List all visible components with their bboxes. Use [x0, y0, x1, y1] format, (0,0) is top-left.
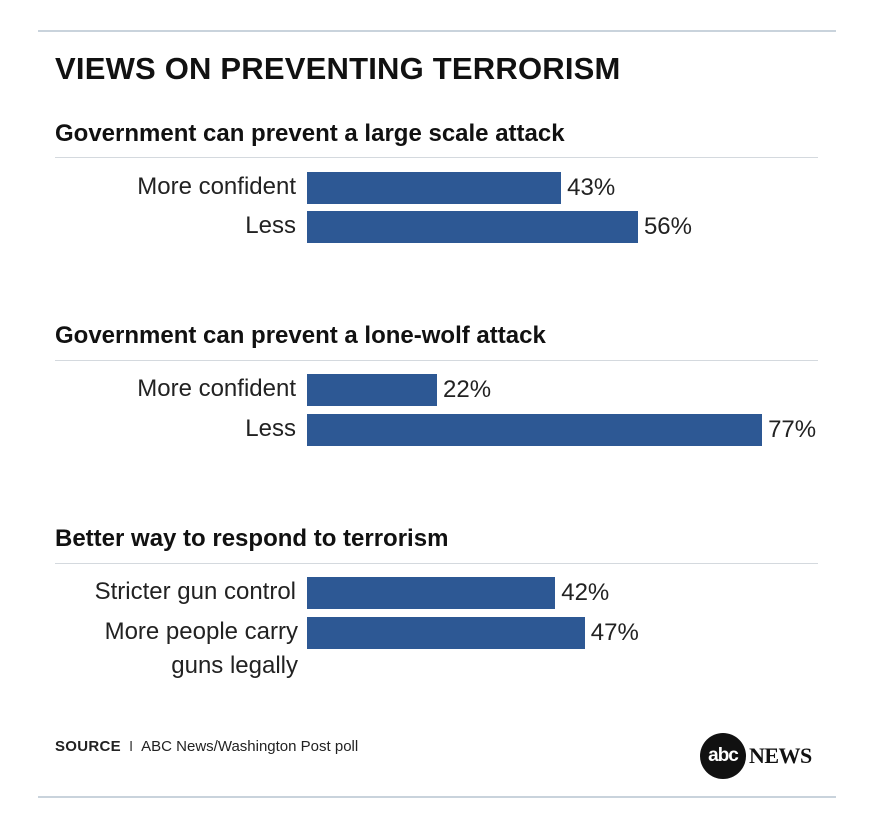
- bar-label-less-large: Less: [245, 212, 296, 239]
- source-note: SOURCE I ABC News/Washington Post poll: [55, 738, 358, 755]
- bar-more-confident-large: [307, 172, 562, 204]
- group-title-large-scale-attack: Government can prevent a large scale att…: [55, 120, 565, 147]
- data-label-more-confident-large: 43%: [567, 174, 616, 201]
- news-wordmark: NEWS: [749, 743, 812, 768]
- abc-logo-icon: abc: [700, 733, 746, 779]
- group-divider: [55, 157, 818, 158]
- bar-stricter-gun-control: [307, 577, 556, 609]
- bar-carry-guns-legally: [307, 617, 585, 649]
- bottom-divider: [38, 796, 836, 798]
- data-label-less-large: 56%: [643, 213, 692, 240]
- group-title-lone-wolf-attack: Government can prevent a lone-wolf attac…: [55, 322, 546, 349]
- bar-label-less-lone-wolf: Less: [245, 415, 296, 442]
- data-label-more-confident-lone-wolf: 22%: [443, 376, 492, 403]
- bar-label-stricter-gun-control: Stricter gun control: [94, 578, 296, 605]
- bar-label-more-confident-lone-wolf: More confident: [137, 375, 296, 402]
- group-title-respond-to-terrorism: Better way to respond to terrorism: [55, 525, 449, 552]
- abc-news-logo: abc NEWS: [700, 733, 812, 779]
- chart-title: VIEWS ON PREVENTING TERRORISM: [55, 51, 621, 86]
- data-label-carry-guns-legally: 47%: [590, 619, 639, 646]
- source-label: SOURCE: [55, 738, 121, 755]
- source-separator: I: [128, 738, 134, 755]
- source-text: ABC News/Washington Post poll: [141, 738, 359, 755]
- bar-less-large: [307, 211, 638, 243]
- group-divider: [55, 563, 818, 564]
- bar-label-more-confident-large: More confident: [137, 173, 296, 200]
- bar-more-confident-lone-wolf: [307, 374, 438, 406]
- top-divider: [38, 30, 836, 32]
- data-label-stricter-gun-control: 42%: [561, 579, 610, 606]
- bar-less-lone-wolf: [307, 414, 763, 446]
- group-divider: [55, 360, 818, 361]
- data-label-less-lone-wolf: 77%: [768, 416, 817, 443]
- bar-label-carry-guns-legally: More people carry guns legally: [104, 618, 298, 679]
